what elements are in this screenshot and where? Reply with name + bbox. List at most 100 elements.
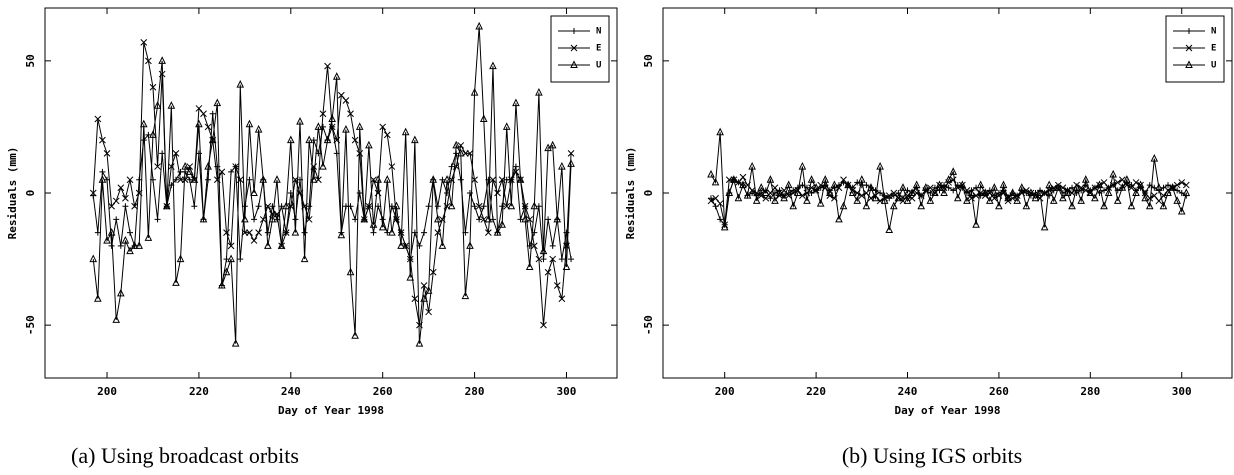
point-marker — [489, 61, 497, 70]
x-tick-label: 280 — [465, 385, 485, 398]
point-marker — [484, 214, 493, 223]
point-marker — [981, 188, 990, 196]
point-marker — [1086, 188, 1095, 196]
point-marker — [99, 168, 106, 175]
x-tick-label: 240 — [898, 385, 918, 398]
point-marker — [748, 187, 756, 194]
point-marker — [535, 87, 543, 96]
point-marker — [1155, 197, 1163, 205]
point-marker — [112, 315, 121, 323]
point-marker — [375, 203, 382, 210]
point-marker — [748, 161, 756, 170]
point-marker — [707, 197, 715, 205]
point-marker — [135, 241, 143, 249]
point-marker — [461, 291, 470, 300]
legend-marker — [1185, 44, 1193, 52]
point-marker — [1040, 222, 1049, 231]
point-marker — [771, 196, 779, 204]
point-marker — [499, 203, 506, 210]
point-marker — [291, 228, 300, 236]
point-marker — [885, 192, 893, 199]
point-marker — [209, 110, 216, 117]
point-marker — [840, 176, 847, 184]
point-marker — [1063, 188, 1072, 196]
point-marker — [1100, 201, 1108, 210]
point-marker — [885, 225, 894, 233]
point-marker — [1118, 183, 1127, 191]
point-marker — [420, 294, 428, 302]
point-marker — [489, 176, 497, 184]
point-marker — [1077, 196, 1085, 204]
x-tick-label: 260 — [989, 385, 1009, 398]
point-marker — [425, 308, 432, 316]
x-axis-label: Day of Year 1998 — [895, 404, 1001, 417]
point-marker — [489, 216, 496, 223]
legend-marker — [571, 28, 577, 34]
point-marker — [347, 110, 354, 118]
point-marker — [379, 216, 386, 223]
point-marker — [1059, 193, 1067, 202]
point-marker — [899, 183, 907, 191]
point-marker — [1036, 188, 1044, 196]
y-tick-label: -50 — [24, 315, 37, 335]
point-marker — [562, 262, 571, 270]
point-marker — [1113, 196, 1122, 204]
point-marker — [720, 222, 729, 231]
point-marker — [99, 136, 106, 144]
point-marker — [1155, 183, 1163, 191]
point-marker — [145, 57, 152, 65]
point-marker — [190, 175, 199, 183]
point-marker — [167, 101, 176, 109]
point-marker — [457, 176, 464, 183]
point-marker — [717, 216, 724, 223]
point-marker — [963, 196, 971, 204]
point-marker — [1008, 188, 1017, 196]
point-marker — [406, 272, 415, 281]
point-marker — [286, 135, 295, 144]
point-marker — [767, 195, 774, 202]
point-marker — [328, 114, 336, 122]
point-marker — [775, 188, 784, 196]
point-marker — [466, 241, 474, 249]
legend-label: N — [596, 27, 601, 37]
point-marker — [1013, 196, 1022, 204]
point-marker — [863, 182, 870, 189]
point-marker — [567, 159, 575, 167]
point-marker — [784, 180, 793, 189]
point-marker — [862, 201, 871, 210]
point-marker — [480, 203, 487, 210]
point-marker — [558, 295, 566, 303]
point-marker — [116, 288, 125, 297]
point-marker — [429, 268, 437, 276]
point-marker — [807, 175, 816, 183]
point-marker — [112, 197, 120, 205]
x-axis-label: Day of Year 1998 — [278, 404, 384, 417]
point-marker — [470, 87, 479, 96]
point-marker — [517, 216, 524, 223]
point-marker — [452, 140, 461, 149]
point-marker — [967, 188, 976, 196]
point-marker — [1045, 180, 1053, 189]
point-marker — [471, 203, 478, 210]
point-marker — [1104, 188, 1113, 196]
x-tick-label: 240 — [281, 385, 301, 398]
point-marker — [1136, 180, 1145, 189]
point-marker — [1132, 179, 1140, 186]
y-tick-label: 50 — [24, 54, 37, 67]
point-marker — [378, 222, 387, 231]
point-marker — [485, 229, 492, 236]
point-marker — [1123, 175, 1131, 183]
point-marker — [411, 295, 419, 303]
point-marker — [839, 201, 848, 210]
point-marker — [853, 196, 862, 204]
point-marker — [282, 229, 290, 236]
point-marker — [1150, 154, 1159, 162]
point-marker — [972, 220, 980, 228]
point-marker — [374, 175, 382, 183]
point-marker — [159, 150, 166, 157]
point-marker — [139, 119, 148, 128]
point-marker — [944, 175, 953, 183]
point-marker — [228, 168, 235, 175]
point-marker — [200, 110, 207, 118]
